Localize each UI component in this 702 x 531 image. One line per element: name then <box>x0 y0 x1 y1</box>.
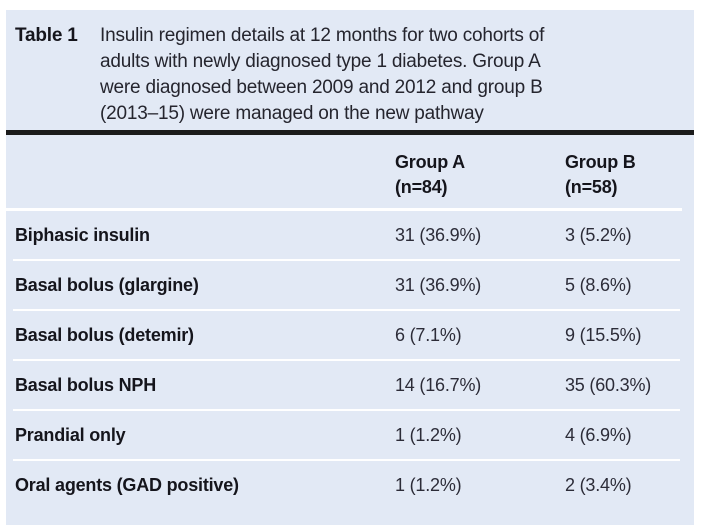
column-header-group-a-name: Group A <box>395 152 465 172</box>
value-group-a: 31 (36.9%) <box>395 274 482 295</box>
table-row: Oral agents (GAD positive) 1 (1.2%) 2 (3… <box>6 461 694 509</box>
row-separator <box>13 409 680 411</box>
heavy-rule <box>6 130 694 135</box>
value-group-a: 31 (36.9%) <box>395 224 482 245</box>
row-separator <box>13 259 680 261</box>
table-body: Group A (n=84) Group B (n=58) Biphasic i… <box>6 135 694 509</box>
row-label: Prandial only <box>15 424 126 445</box>
row-label: Oral agents (GAD positive) <box>15 474 239 495</box>
table-row: Basal bolus (glargine) 31 (36.9%) 5 (8.6… <box>6 261 694 309</box>
row-label: Basal bolus (detemir) <box>15 324 194 345</box>
value-group-b: 9 (15.5%) <box>565 324 642 345</box>
table-figure: Table 1 Insulin regimen details at 12 mo… <box>6 10 694 525</box>
table-row: Biphasic insulin 31 (36.9%) 3 (5.2%) <box>6 211 694 259</box>
row-label: Basal bolus NPH <box>15 374 157 395</box>
value-group-b: 3 (5.2%) <box>565 224 632 245</box>
table-caption: Table 1 Insulin regimen details at 12 mo… <box>6 10 694 130</box>
table-header-row: Group A (n=84) Group B (n=58) <box>6 135 694 208</box>
caption-line: (2013–15) were managed on the new pathwa… <box>100 103 484 124</box>
caption-line: were diagnosed between 2009 and 2012 and… <box>100 77 543 98</box>
value-group-a: 1 (1.2%) <box>395 474 462 495</box>
header-separator <box>6 208 682 211</box>
row-separator <box>13 359 680 361</box>
column-header-group-a: Group A (n=84) <box>395 150 565 200</box>
table-row: Basal bolus NPH 14 (16.7%) 35 (60.3%) <box>6 361 694 409</box>
value-group-b: 2 (3.4%) <box>565 474 632 495</box>
table-row: Prandial only 1 (1.2%) 4 (6.9%) <box>6 411 694 459</box>
row-separator <box>13 309 680 311</box>
caption-label: Table 1 <box>15 25 78 46</box>
row-label: Basal bolus (glargine) <box>15 274 199 295</box>
column-header-group-b-name: Group B <box>565 152 636 172</box>
value-group-b: 35 (60.3%) <box>565 374 652 395</box>
column-header-group-a-n: (n=84) <box>395 177 448 197</box>
caption-text: Insulin regimen details at 12 months for… <box>100 23 684 130</box>
caption-line: Insulin regimen details at 12 months for… <box>100 25 545 46</box>
caption-line: adults with newly diagnosed type 1 diabe… <box>100 51 541 72</box>
row-label: Biphasic insulin <box>15 224 150 245</box>
value-group-a: 14 (16.7%) <box>395 374 482 395</box>
row-separator <box>13 459 680 461</box>
value-group-b: 4 (6.9%) <box>565 424 632 445</box>
value-group-a: 1 (1.2%) <box>395 424 462 445</box>
value-group-a: 6 (7.1%) <box>395 324 462 345</box>
column-header-group-b-n: (n=58) <box>565 177 618 197</box>
table-row: Basal bolus (detemir) 6 (7.1%) 9 (15.5%) <box>6 311 694 359</box>
value-group-b: 5 (8.6%) <box>565 274 632 295</box>
column-header-group-b: Group B (n=58) <box>565 150 694 200</box>
